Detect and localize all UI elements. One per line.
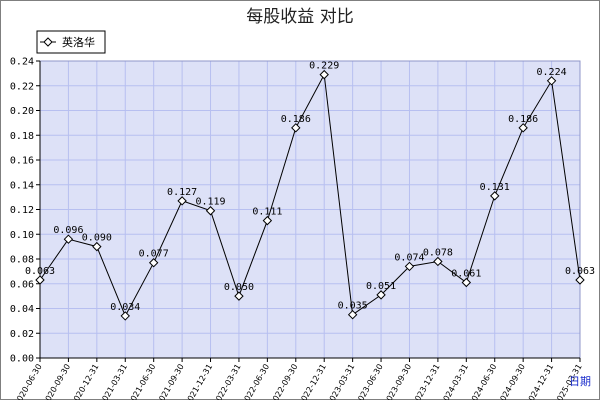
x-tick-label: 2023-09-30 [382, 363, 413, 400]
y-tick-label: 0.14 [10, 180, 34, 191]
data-point-label: 0.096 [53, 225, 83, 236]
data-point-marker [92, 241, 102, 252]
data-point-label: 0.063 [565, 266, 595, 277]
data-point-label: 0.131 [480, 182, 510, 193]
data-point-label: 0.186 [508, 114, 538, 125]
y-tick-label: 0.12 [10, 205, 34, 216]
legend-box [36, 30, 106, 54]
x-tick-label: 2020-06-30 [13, 363, 44, 400]
x-tick-label: 2024-06-30 [467, 362, 498, 400]
y-tick-label: 0.00 [10, 354, 34, 365]
legend-entry-label: 英洛华 [62, 35, 95, 49]
data-point-label: 0.078 [423, 247, 453, 258]
data-point-label: 0.034 [110, 302, 140, 313]
y-tick-label: 0.24 [10, 57, 34, 68]
data-point-marker [490, 191, 500, 201]
x-unit-label: 日期 [569, 375, 591, 388]
data-point-label: 0.229 [309, 61, 339, 72]
data-point-label: 0.186 [281, 114, 311, 125]
data-point-marker [461, 277, 472, 288]
x-tick-label: 2020-09-30 [41, 363, 72, 400]
plot-area [39, 60, 581, 359]
data-point-marker [546, 76, 557, 86]
data-point-marker [291, 123, 301, 133]
data-point-label: 0.051 [366, 281, 396, 292]
data-point-label: 0.090 [82, 233, 112, 244]
data-point-label: 0.127 [167, 187, 197, 198]
x-tick-label: 2023-06-30 [354, 363, 385, 400]
series-line [39, 72, 581, 318]
data-point-marker [120, 311, 130, 321]
data-point-marker [376, 290, 386, 300]
y-tick-label: 0.04 [10, 304, 34, 315]
x-tick-label: 2024-09-30 [496, 363, 527, 400]
y-tick-label: 0.22 [10, 81, 34, 92]
x-axis: 2020-06-302020-09-302020-12-312021-03-31… [13, 357, 584, 400]
x-tick-label: 2021-09-30 [155, 363, 186, 400]
data-point-marker [205, 206, 216, 216]
data-point-label: 0.050 [224, 282, 254, 293]
data-point-marker [518, 123, 528, 133]
data-point-marker [63, 234, 74, 244]
x-tick-label: 2020-12-31 [70, 363, 101, 400]
x-tick-label: 2022-03-31 [212, 363, 243, 400]
y-axis: 0.00 0.02 0.04 0.06 0.08 0.10 0.12 0.14 0.16 0.18… [10, 57, 41, 365]
x-tick-label: 2024-03-31 [439, 363, 470, 400]
data-point-label: 0.111 [252, 207, 282, 218]
x-tick-label: 2023-12-31 [411, 363, 442, 400]
y-tick-label: 0.16 [10, 156, 34, 167]
x-tick-label: 2023-03-31 [325, 363, 356, 400]
data-point-label: 0.061 [451, 269, 481, 280]
x-tick-label: 2024-12-31 [524, 363, 555, 400]
data-point-label: 0.077 [139, 249, 169, 260]
x-tick-label: 2021-06-30 [126, 363, 157, 400]
data-point-label: 0.224 [537, 67, 567, 78]
data-point-label: 0.035 [338, 301, 368, 312]
x-tick-label: 2022-09-30 [268, 363, 299, 400]
data-point-marker [234, 291, 244, 301]
data-point-marker [148, 258, 159, 268]
data-point-label: 0.119 [195, 197, 225, 208]
y-tick-label: 0.10 [10, 230, 34, 241]
x-tick-label: 2021-12-31 [183, 363, 214, 400]
data-point-marker [35, 275, 45, 285]
x-tick-label: 2021-03-31 [98, 363, 129, 400]
chart-title: 每股收益 对比 [246, 7, 353, 27]
y-tick-label: 0.20 [10, 106, 34, 117]
y-tick-label: 0.06 [10, 279, 34, 290]
x-tick-label: 2022-06-30 [240, 363, 271, 400]
y-tick-label: 0.08 [10, 255, 34, 266]
data-point-marker [575, 275, 585, 285]
data-point-marker [404, 261, 415, 272]
y-tick-label: 0.18 [10, 131, 34, 142]
data-point-label: 0.063 [25, 266, 55, 277]
data-point-label: 0.074 [394, 252, 424, 263]
data-point-marker [319, 69, 329, 80]
data-point-marker [347, 309, 358, 320]
legend-marker-swatch [43, 37, 53, 47]
x-tick-label: 2022-12-31 [297, 363, 328, 400]
data-point-marker [262, 215, 273, 226]
data-point-marker [177, 196, 187, 206]
data-point-marker [433, 256, 443, 267]
legend: 英洛华 [36, 30, 106, 54]
y-tick-label: 0.02 [10, 329, 34, 340]
